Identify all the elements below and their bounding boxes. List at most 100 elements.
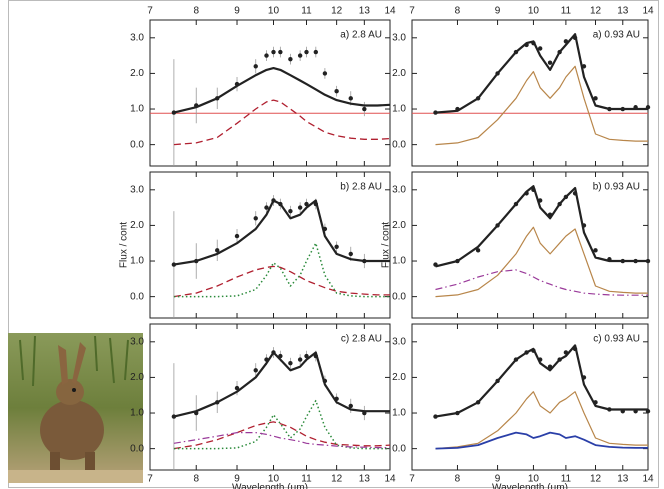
y-tick-label: 3.0 bbox=[392, 32, 406, 43]
data-point bbox=[334, 244, 339, 249]
data-point bbox=[215, 248, 220, 253]
y-tick-label: 1.0 bbox=[130, 408, 144, 419]
x-tick-label: 11 bbox=[301, 6, 312, 17]
y-axis-label: Flux / cont bbox=[119, 222, 130, 268]
x-tick-label: 14 bbox=[642, 6, 654, 17]
y-tick-label: 3.0 bbox=[130, 184, 144, 195]
x-tick-label: 11 bbox=[301, 474, 312, 485]
data-point bbox=[334, 89, 339, 94]
data-point bbox=[278, 49, 283, 55]
x-tick-label: 7 bbox=[409, 474, 415, 485]
x-tick-label: 7 bbox=[147, 474, 153, 485]
panel-label: b) 0.93 AU bbox=[593, 182, 640, 193]
y-tick-label: 3.0 bbox=[392, 184, 406, 195]
model-line bbox=[435, 391, 648, 450]
data-point bbox=[264, 53, 269, 58]
data-point bbox=[253, 216, 258, 221]
plot-frame bbox=[411, 323, 649, 471]
x-tick-label: 10 bbox=[268, 474, 280, 485]
x-tick-label: 8 bbox=[455, 6, 461, 17]
data-point bbox=[593, 96, 598, 101]
y-tick-label: 1.0 bbox=[130, 256, 144, 267]
model-line bbox=[435, 65, 648, 146]
model-line bbox=[435, 185, 648, 268]
y-tick-label: 1.0 bbox=[392, 408, 406, 419]
model-line bbox=[173, 432, 390, 449]
x-tick-label: 13 bbox=[359, 474, 371, 485]
data-point bbox=[264, 205, 269, 210]
x-tick-label: 11 bbox=[561, 474, 572, 485]
model-line bbox=[173, 265, 390, 298]
y-tick-label: 3.0 bbox=[392, 336, 406, 347]
panel-label: c) 2.8 AU bbox=[341, 334, 382, 345]
data-point bbox=[234, 385, 240, 391]
figure-border bbox=[8, 0, 659, 488]
x-tick-label: 8 bbox=[193, 474, 199, 485]
x-tick-label: 12 bbox=[590, 474, 602, 485]
y-tick-label: 2.0 bbox=[392, 372, 406, 383]
data-point bbox=[304, 49, 309, 55]
data-point bbox=[253, 64, 258, 69]
x-tick-label: 10 bbox=[268, 6, 280, 17]
y-tick-label: 3.0 bbox=[130, 32, 144, 43]
x-tick-label: 8 bbox=[193, 6, 199, 17]
data-point bbox=[234, 233, 240, 239]
data-point bbox=[288, 360, 293, 366]
y-tick-label: 0.0 bbox=[392, 291, 406, 302]
x-tick-label: 12 bbox=[590, 6, 602, 17]
data-point bbox=[304, 201, 309, 207]
x-tick-label: 10 bbox=[528, 474, 540, 485]
data-point bbox=[304, 353, 309, 359]
model-line bbox=[435, 431, 648, 450]
panel-label: a) 2.8 AU bbox=[340, 30, 382, 41]
model-line bbox=[173, 67, 391, 114]
data-point bbox=[322, 71, 328, 76]
hare-photo bbox=[8, 333, 143, 483]
x-tick-label: 10 bbox=[528, 6, 540, 17]
data-point bbox=[348, 403, 353, 409]
data-point bbox=[297, 53, 303, 58]
x-tick-label: 9 bbox=[234, 6, 240, 17]
y-tick-label: 1.0 bbox=[392, 256, 406, 267]
x-tick-label: 14 bbox=[384, 6, 396, 17]
data-point bbox=[348, 251, 353, 257]
data-point bbox=[348, 96, 353, 101]
model-line bbox=[173, 242, 390, 298]
x-axis-label: Wavelength (μm) bbox=[492, 483, 568, 489]
panel-label: b) 2.8 AU bbox=[340, 182, 382, 193]
x-tick-label: 7 bbox=[409, 6, 415, 17]
y-tick-label: 3.0 bbox=[130, 336, 144, 347]
plot-frame bbox=[149, 171, 391, 319]
panel-label: c) 0.93 AU bbox=[593, 334, 640, 345]
data-point bbox=[593, 248, 598, 253]
x-tick-label: 9 bbox=[495, 474, 501, 485]
data-point bbox=[475, 248, 481, 253]
panel-label: a) 0.93 AU bbox=[593, 30, 640, 41]
x-tick-label: 8 bbox=[455, 474, 461, 485]
data-point bbox=[253, 368, 258, 373]
x-tick-label: 13 bbox=[617, 6, 629, 17]
x-tick-label: 13 bbox=[617, 474, 629, 485]
y-tick-label: 2.0 bbox=[130, 220, 144, 231]
x-tick-label: 12 bbox=[331, 474, 343, 485]
y-tick-label: 0.0 bbox=[392, 139, 406, 150]
x-axis-label: Wavelength (μm) bbox=[232, 483, 308, 489]
y-tick-label: 2.0 bbox=[130, 68, 144, 79]
y-tick-label: 0.0 bbox=[130, 443, 144, 454]
x-tick-label: 7 bbox=[147, 6, 153, 17]
model-line bbox=[435, 226, 648, 298]
x-tick-label: 11 bbox=[561, 6, 572, 17]
y-tick-label: 2.0 bbox=[392, 68, 406, 79]
x-tick-label: 9 bbox=[234, 474, 240, 485]
data-point bbox=[297, 205, 303, 210]
data-point bbox=[313, 49, 319, 55]
data-point bbox=[297, 357, 303, 362]
model-line bbox=[173, 351, 390, 418]
y-tick-label: 2.0 bbox=[130, 372, 144, 383]
data-point bbox=[537, 46, 543, 51]
plot-frame bbox=[149, 19, 391, 167]
x-tick-label: 14 bbox=[384, 474, 396, 485]
model-line bbox=[173, 99, 391, 146]
data-point bbox=[288, 56, 293, 62]
